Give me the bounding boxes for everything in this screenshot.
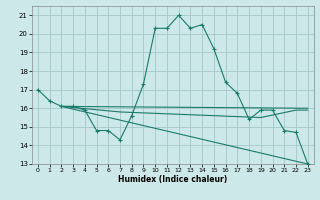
X-axis label: Humidex (Indice chaleur): Humidex (Indice chaleur)	[118, 175, 228, 184]
